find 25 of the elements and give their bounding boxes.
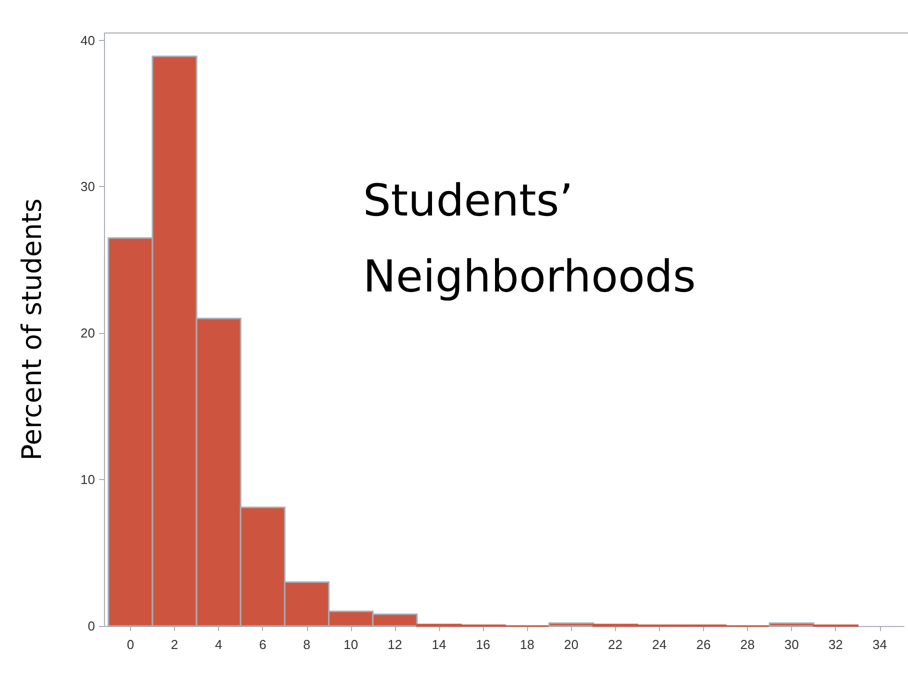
x-tick-label: 16 — [476, 637, 490, 652]
x-tick-label: 32 — [828, 637, 843, 652]
text: Students’ Neighborhoods — [363, 176, 696, 302]
x-tick-label: 12 — [388, 637, 402, 652]
x-tick-label: 20 — [564, 637, 578, 652]
x-tick-label: 30 — [784, 637, 799, 652]
x-tick-label: 8 — [303, 637, 310, 652]
x-tick-label: 0 — [126, 637, 134, 652]
y-tick-label: 20 — [80, 326, 95, 341]
x-tick-label: 4 — [214, 637, 222, 652]
x-tick-label: 24 — [652, 637, 667, 652]
x-tick-label: 14 — [432, 637, 446, 652]
y-tick-label: 30 — [80, 179, 95, 194]
x-tick-label: 2 — [170, 637, 178, 652]
y-tick-label: 0 — [88, 618, 95, 634]
y-axis-title: Percent of students — [17, 198, 48, 461]
x-tick-label: 26 — [696, 637, 711, 652]
x-tick-label: 6 — [259, 637, 266, 652]
x-tick-label: 34 — [872, 637, 887, 652]
y-tick-label: 40 — [80, 32, 95, 48]
x-tick-label: 18 — [520, 637, 534, 652]
y-tick-label: 10 — [80, 472, 95, 488]
x-tick-label: 28 — [740, 637, 755, 652]
x-tick-label: 22 — [608, 637, 623, 652]
x-tick-label: 10 — [344, 637, 358, 652]
